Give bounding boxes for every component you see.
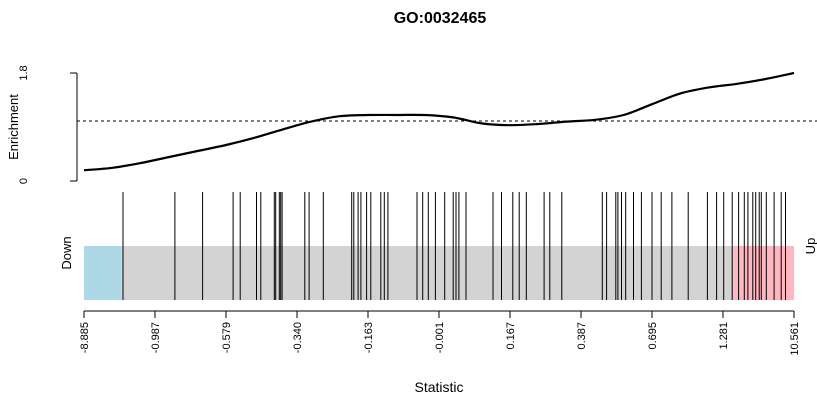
x-axis: -8.885 -0.987 -0.579 -0.340 -0.163 -0.001 0.16… (79, 310, 801, 395)
x-tick-label: 1.281 (718, 322, 730, 350)
down-region (84, 246, 122, 300)
down-label: Down (59, 236, 74, 269)
x-axis-label: Statistic (414, 379, 463, 395)
x-tick-label: 0.387 (576, 322, 588, 350)
y-tick-label-max: 1.8 (18, 65, 30, 80)
y-axis-label: Enrichment (6, 94, 21, 160)
x-tick-label: -0.987 (150, 322, 162, 353)
x-tick-label: -0.163 (363, 322, 375, 353)
chart-title: GO:0032465 (394, 10, 487, 27)
middle-region (121, 246, 734, 300)
x-tick-label: -8.885 (79, 322, 91, 353)
enrichment-panel: 1.8 0 Enrichment (6, 65, 817, 184)
up-label: Up (803, 238, 817, 255)
y-tick-label-min: 0 (18, 178, 30, 184)
x-tick-label: -0.340 (292, 322, 304, 353)
x-tick-label: 0.695 (647, 322, 659, 350)
up-region (733, 246, 794, 300)
gene-rank-lines (122, 192, 786, 300)
x-tick-label: 0.167 (505, 322, 517, 350)
x-tick-label: 10.561 (789, 322, 801, 356)
enrichment-curve (83, 71, 795, 172)
x-tick-label: -0.001 (434, 322, 446, 353)
barcode-panel: Down Up (59, 192, 817, 300)
x-ticks: -8.885 -0.987 -0.579 -0.340 -0.163 -0.001 0.16… (79, 311, 801, 356)
x-tick-label: -0.579 (221, 322, 233, 353)
